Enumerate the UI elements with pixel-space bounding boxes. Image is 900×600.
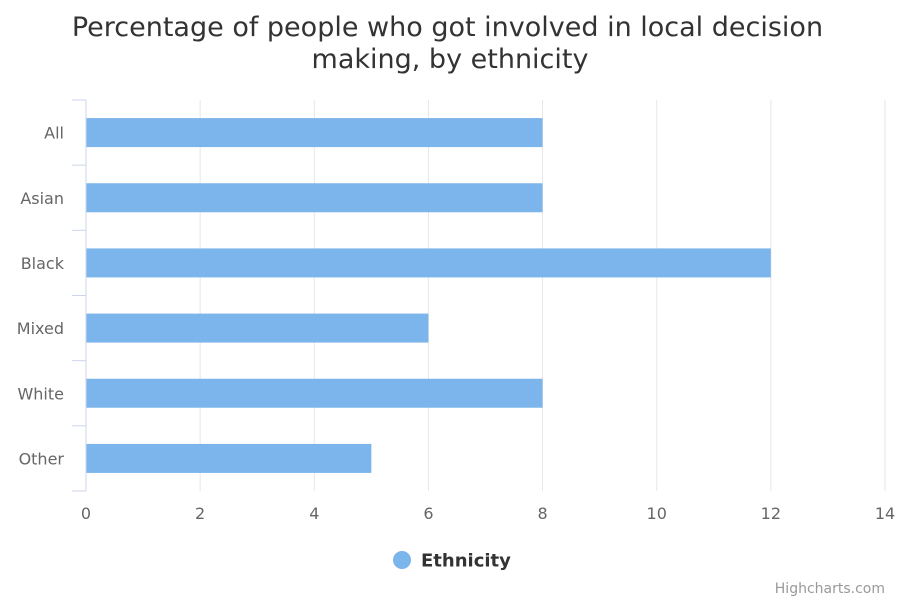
legend[interactable]: Ethnicity [393,551,511,572]
legend-symbol[interactable] [393,551,411,569]
x-tick-label: 0 [81,504,91,523]
x-tick-label: 2 [195,504,205,523]
bar[interactable] [86,118,543,148]
chart-title-line-2: making, by ethnicity [312,44,589,75]
category-label: Asian [20,189,64,208]
x-tick-label: 10 [647,504,667,523]
chart-title: Percentage of people who got involved in… [72,12,828,75]
category-axis [72,99,87,492]
bar[interactable] [86,378,543,408]
x-tick-label: 8 [537,504,547,523]
bar[interactable] [86,183,543,213]
category-label: Mixed [17,319,64,338]
credits-link[interactable]: Highcharts.com [775,581,885,597]
category-label: All [44,124,64,143]
bar[interactable] [86,313,429,343]
bar[interactable] [86,248,771,278]
x-tick-label: 4 [309,504,319,523]
bar[interactable] [86,443,372,473]
category-label: Black [21,254,65,273]
category-label: White [17,384,64,403]
legend-label[interactable]: Ethnicity [421,551,511,572]
x-tick-label: 6 [423,504,433,523]
x-tick-label: 12 [761,504,781,523]
value-axis-labels: 0 2 4 6 8 10 12 14 [81,504,895,523]
grid-lines [199,100,886,491]
chart-title-line-1: Percentage of people who got involved in… [72,12,823,43]
bar-series[interactable] [86,118,771,473]
category-label: Other [19,449,65,468]
category-labels: All Asian Black Mixed White Other [17,124,65,469]
x-tick-label: 14 [875,504,895,523]
